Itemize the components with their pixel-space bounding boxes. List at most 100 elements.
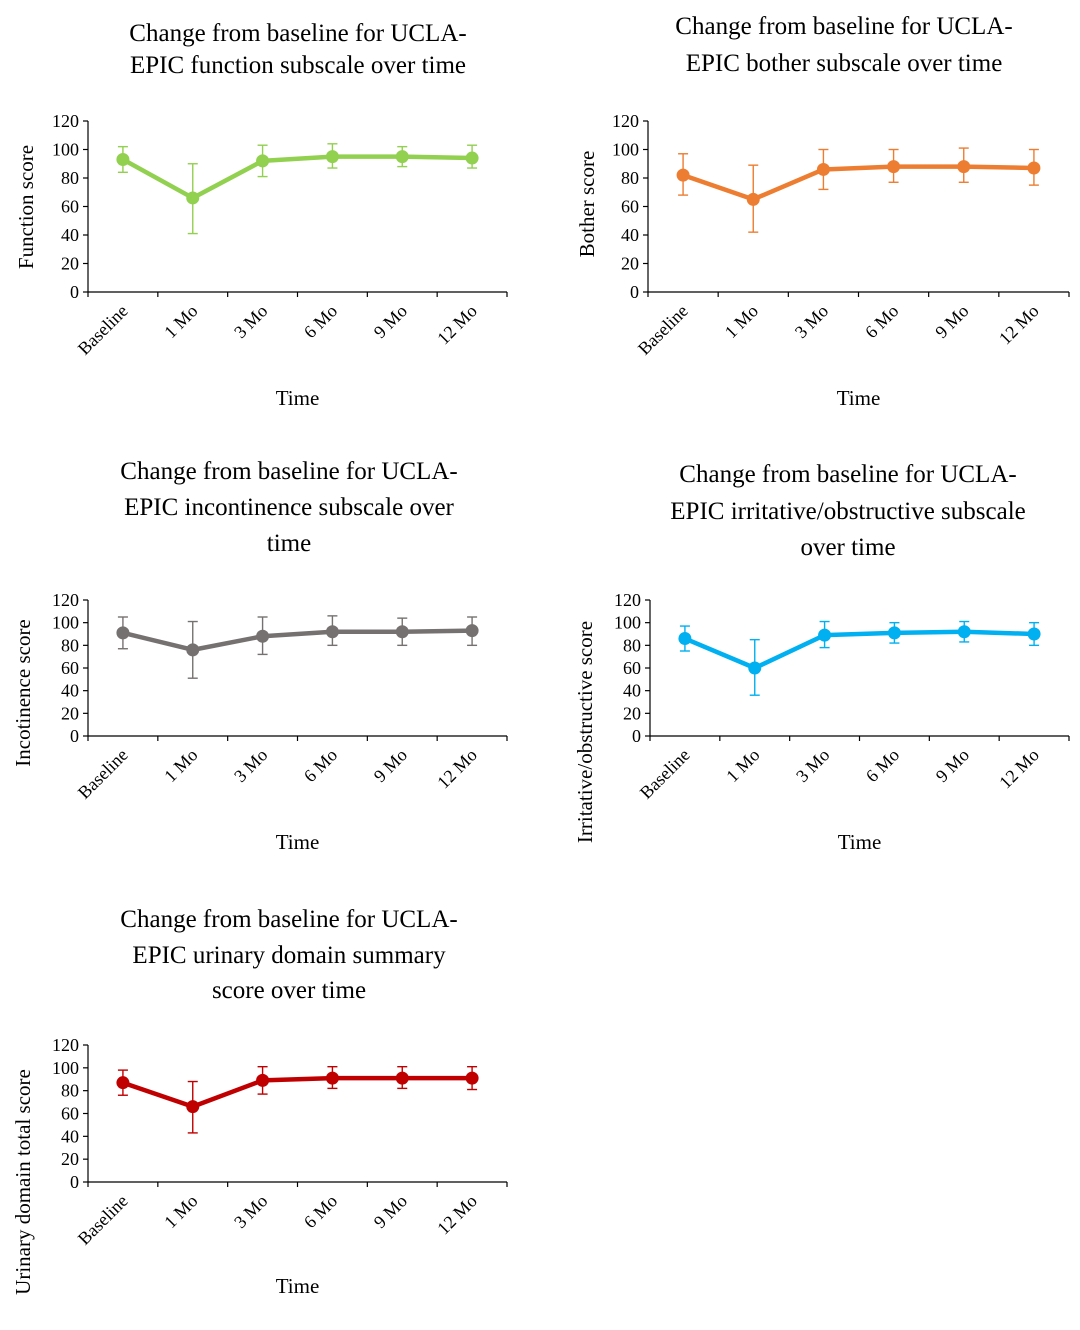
x-tick-label: 6 Mo	[861, 301, 902, 342]
x-axis-title: Time	[837, 386, 881, 410]
x-tick-label: 1 Mo	[160, 301, 201, 342]
chart-title-line: EPIC incontinence subscale over	[124, 494, 454, 521]
x-tick-label: Baseline	[636, 745, 694, 803]
y-tick-label: 0	[70, 282, 79, 302]
x-tick-label: 12 Mo	[433, 1191, 481, 1239]
y-tick-label: 60	[621, 197, 639, 217]
chart-panel-1: Change from baseline for UCLA- EPIC funct…	[14, 20, 508, 410]
x-tick-label: 12 Mo	[995, 301, 1043, 349]
y-axis-title: Incotinence score	[11, 619, 35, 767]
x-axis-title: Time	[838, 830, 882, 854]
x-tick-label: 6 Mo	[862, 745, 903, 786]
y-tick-label: 100	[612, 140, 639, 160]
y-tick-label: 0	[630, 282, 639, 302]
data-point	[256, 629, 270, 643]
data-point	[256, 1073, 270, 1087]
chart-title-line: over time	[800, 534, 895, 561]
chart-title-line: EPIC function subscale over time	[130, 52, 466, 79]
series-line	[682, 164, 1034, 202]
x-tick-label: 12 Mo	[433, 745, 481, 793]
data-point	[325, 625, 339, 639]
data-point	[325, 1071, 339, 1085]
y-tick-label: 60	[61, 197, 79, 217]
data-point	[746, 192, 760, 206]
x-tick-label: 9 Mo	[370, 301, 411, 342]
data-point	[395, 1071, 409, 1085]
data-point	[325, 150, 339, 164]
data-point	[395, 625, 409, 639]
x-tick-label: 6 Mo	[300, 745, 341, 786]
y-tick-label: 80	[621, 168, 639, 188]
y-tick-label: 20	[61, 1149, 79, 1169]
chart-title-line: Change from baseline for UCLA-	[120, 906, 457, 933]
y-axis-title: Irritative/obstructive score	[573, 621, 597, 843]
x-tick-label: Baseline	[634, 301, 692, 359]
y-tick-label: 80	[623, 635, 641, 655]
data-point	[818, 628, 832, 642]
y-axis-title: Bother score	[575, 151, 599, 258]
x-tick-label: Baseline	[74, 301, 132, 359]
x-tick-label: 3 Mo	[791, 301, 832, 342]
data-point	[116, 626, 130, 640]
y-tick-label: 60	[61, 1104, 79, 1124]
data-point	[887, 626, 901, 640]
y-tick-label: 0	[70, 726, 79, 746]
data-point	[816, 162, 830, 176]
data-point	[465, 624, 479, 638]
x-tick-label: 12 Mo	[995, 745, 1043, 793]
chart-title-line: EPIC urinary domain summary	[132, 942, 446, 969]
y-tick-label: 60	[61, 658, 79, 678]
y-tick-label: 80	[61, 1081, 79, 1101]
x-tick-label: 6 Mo	[300, 301, 341, 342]
y-tick-label: 120	[52, 111, 79, 131]
data-point	[957, 625, 971, 639]
x-tick-label: 3 Mo	[230, 745, 271, 786]
data-point	[256, 154, 270, 168]
x-axis-title: Time	[276, 1274, 320, 1298]
y-tick-label: 40	[61, 681, 79, 701]
chart-panel-2: Change from baseline for UCLA- EPIC bothe…	[575, 13, 1070, 410]
series-line	[122, 1075, 473, 1109]
data-point	[676, 168, 690, 182]
chart-panel-5: Change from baseline for UCLA- EPIC urina…	[11, 906, 508, 1298]
x-axis-title: Time	[276, 386, 320, 410]
data-point	[186, 1100, 200, 1114]
data-point	[748, 661, 762, 675]
chart-panel-4: Change from baseline for UCLA- EPIC irrit…	[573, 461, 1070, 854]
y-tick-label: 120	[52, 1035, 79, 1055]
x-tick-label: 1 Mo	[722, 745, 763, 786]
series-line	[122, 628, 473, 653]
x-tick-label: 9 Mo	[932, 745, 973, 786]
y-tick-label: 100	[52, 140, 79, 160]
x-tick-label: 1 Mo	[160, 745, 201, 786]
y-tick-label: 20	[61, 703, 79, 723]
x-tick-label: 1 Mo	[160, 1191, 201, 1232]
chart-title-line: Change from baseline for UCLA-	[675, 13, 1012, 40]
chart-title-line: score over time	[212, 977, 366, 1004]
y-tick-label: 40	[61, 1126, 79, 1146]
series-line	[121, 154, 473, 201]
chart-title-line: EPIC irritative/obstructive subscale	[670, 498, 1025, 525]
data-point	[465, 151, 479, 165]
x-tick-label: 9 Mo	[931, 301, 972, 342]
y-axis-title: Urinary domain total score	[11, 1069, 35, 1295]
data-point	[186, 191, 200, 205]
chart-title-line: Change from baseline for UCLA-	[120, 458, 457, 485]
x-tick-label: 3 Mo	[230, 1191, 271, 1232]
data-point	[116, 1076, 130, 1090]
y-tick-label: 20	[621, 254, 639, 274]
y-tick-label: 40	[61, 225, 79, 245]
y-tick-label: 80	[61, 635, 79, 655]
chart-panel-3: Change from baseline for UCLA- EPIC incon…	[11, 458, 508, 854]
y-tick-label: 120	[52, 590, 79, 610]
y-tick-label: 20	[61, 254, 79, 274]
y-tick-label: 100	[52, 1058, 79, 1078]
data-point	[887, 160, 901, 174]
x-tick-label: 3 Mo	[230, 301, 271, 342]
data-point	[186, 643, 200, 657]
y-tick-label: 40	[621, 225, 639, 245]
y-tick-label: 20	[623, 703, 641, 723]
x-tick-label: 3 Mo	[792, 745, 833, 786]
data-point	[395, 150, 409, 164]
